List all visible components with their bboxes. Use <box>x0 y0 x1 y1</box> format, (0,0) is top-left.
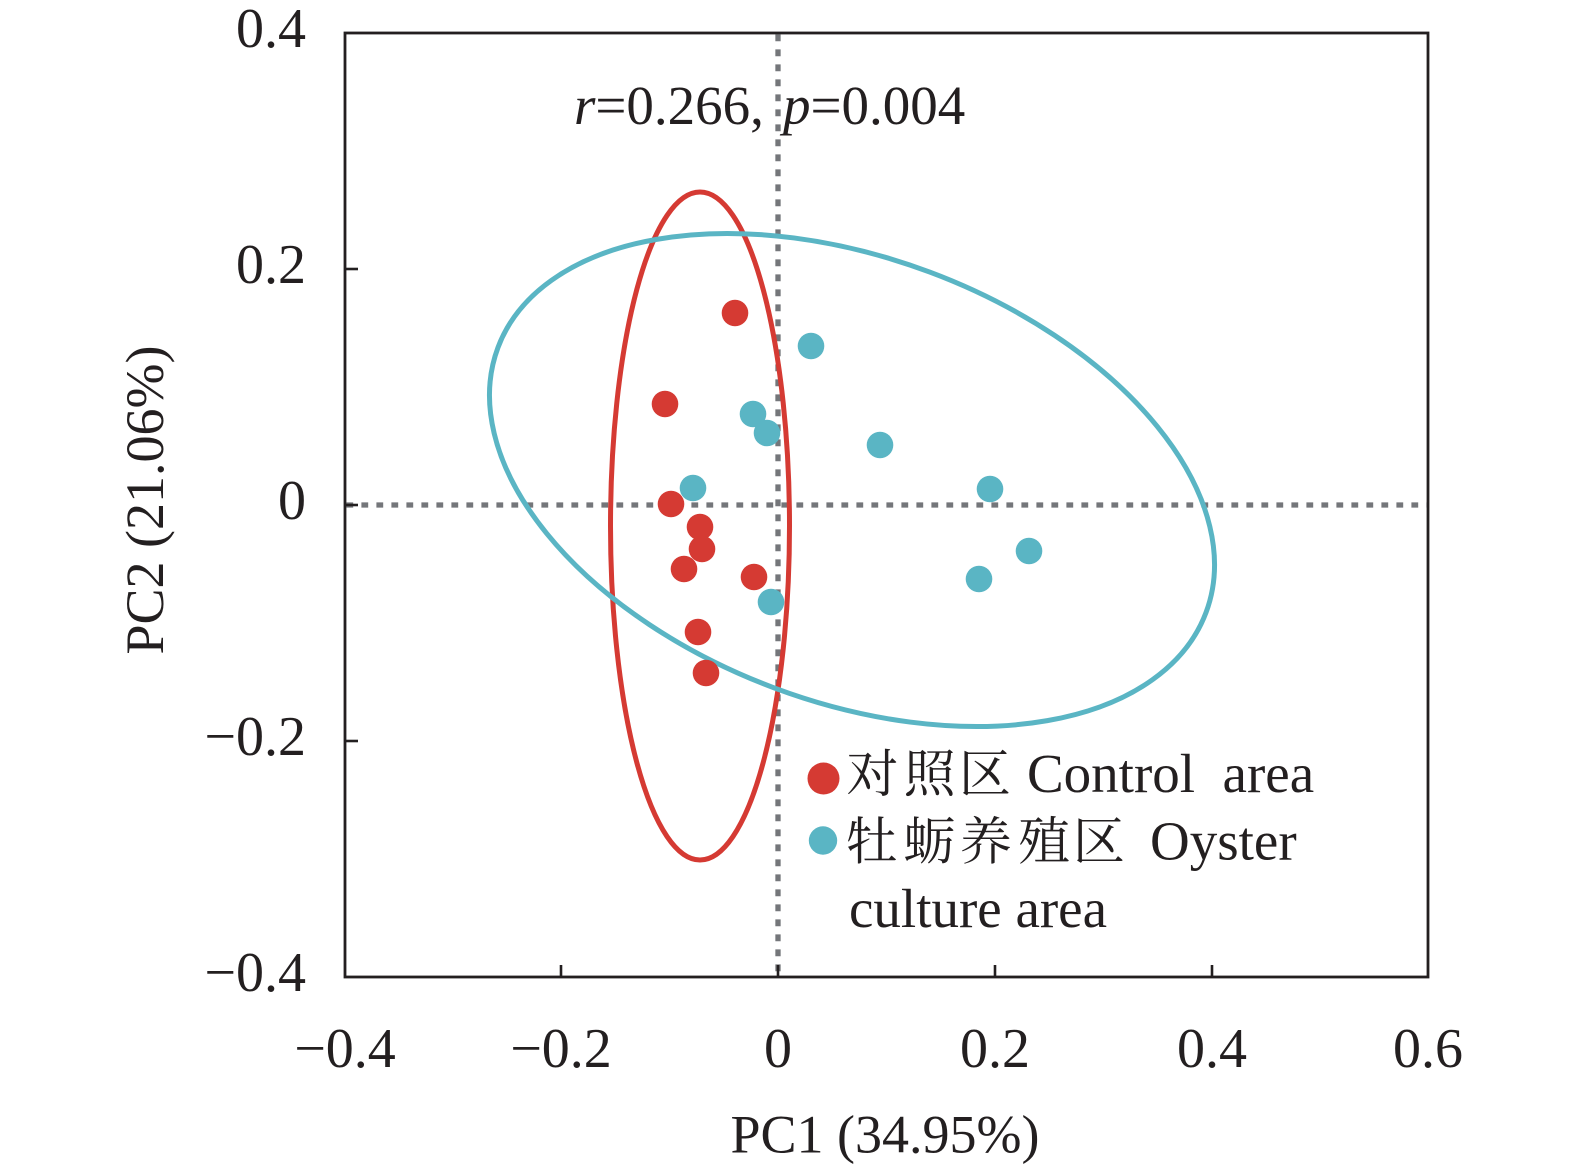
svg-text:0: 0 <box>278 470 306 532</box>
svg-text:−0.2: −0.2 <box>204 706 306 768</box>
svg-text:0: 0 <box>764 1018 792 1080</box>
svg-text:−0.2: −0.2 <box>510 1018 612 1080</box>
svg-text:PC2 (21.06%): PC2 (21.06%) <box>115 346 175 655</box>
svg-text:Oyster: Oyster <box>1150 811 1297 872</box>
svg-text:0.4: 0.4 <box>1177 1018 1247 1080</box>
svg-text:PC1 (34.95%): PC1 (34.95%) <box>731 1105 1040 1165</box>
svg-text:−0.4: −0.4 <box>204 942 306 1004</box>
svg-text:0.4: 0.4 <box>236 0 306 60</box>
svg-text:0.2: 0.2 <box>960 1018 1030 1080</box>
svg-text:Control area: Control area <box>1027 743 1314 804</box>
svg-text:−0.4: −0.4 <box>294 1018 396 1080</box>
svg-text:0.6: 0.6 <box>1393 1018 1463 1080</box>
svg-text:0.2: 0.2 <box>236 234 306 296</box>
svg-text:culture area: culture area <box>849 878 1107 939</box>
svg-text:p=0.004: p=0.004 <box>779 75 965 136</box>
svg-text:r=0.266,: r=0.266, <box>574 75 764 136</box>
